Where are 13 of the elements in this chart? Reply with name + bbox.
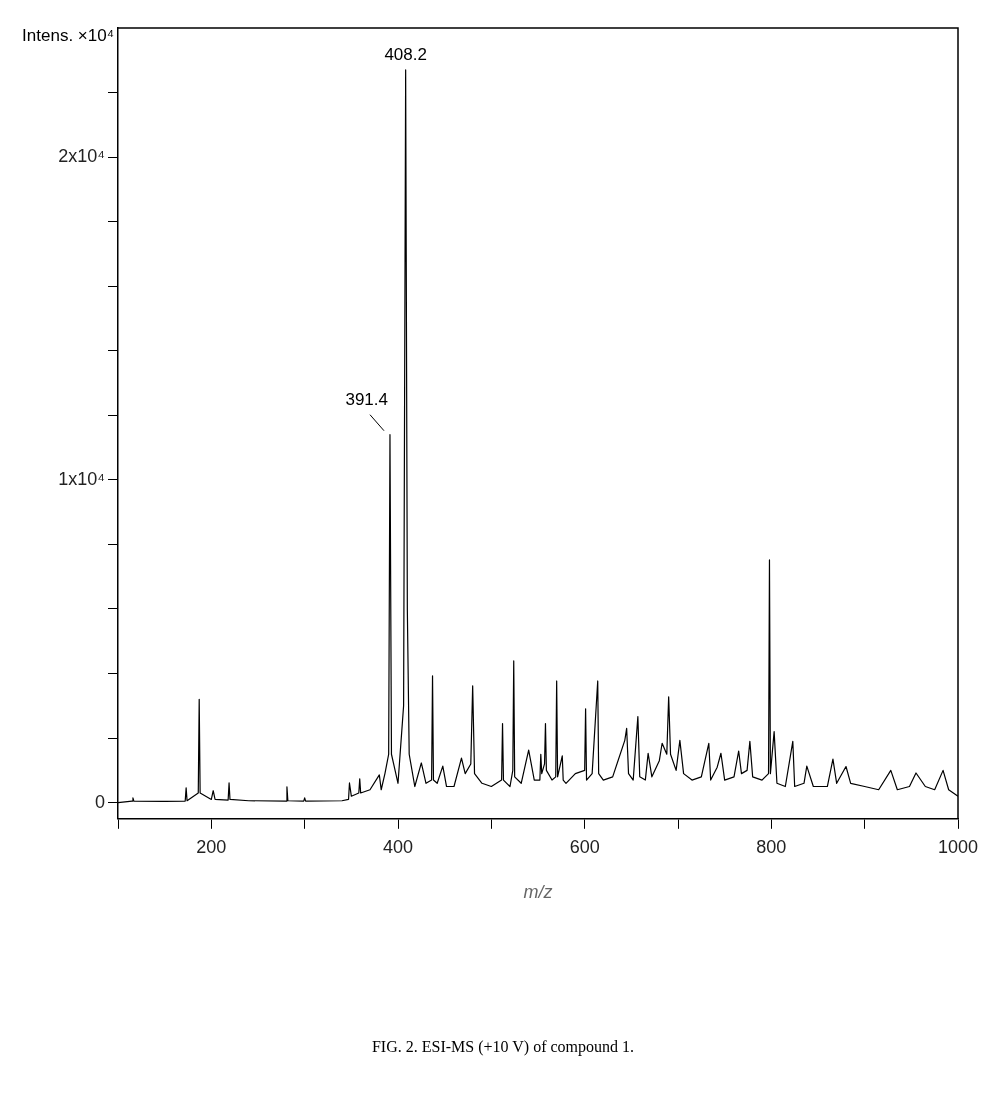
annotation: 391.4 (345, 389, 388, 409)
x-axis-title: m/z (523, 882, 553, 903)
x-tick-label: 600 (569, 836, 600, 857)
y-tick-label: 0 (94, 791, 105, 812)
annotation: 408.2 (384, 45, 427, 65)
text: FIG. 2. ESI-MS (+10 V) of compound 1. (370, 1038, 636, 1056)
y-tick-label: 2x10⁴ (58, 146, 105, 167)
x-tick-label: 200 (196, 836, 227, 857)
y-axis-title: Intens. ×10⁴ (22, 26, 114, 46)
x-tick-label: 1000 (937, 836, 979, 857)
x-tick-label: 400 (382, 836, 414, 857)
x-tick-label: 800 (756, 836, 787, 857)
y-tick-label: 1x10⁴ (58, 468, 105, 489)
